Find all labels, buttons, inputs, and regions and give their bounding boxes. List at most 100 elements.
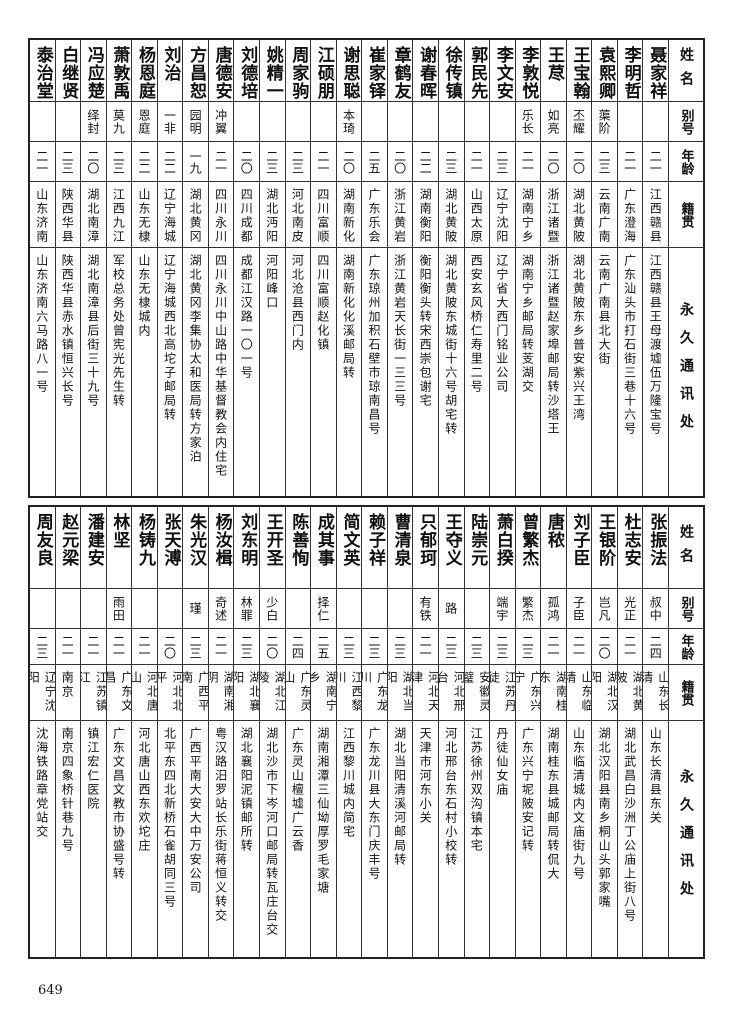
cell-age: 二三 — [234, 629, 259, 665]
cell-alias — [362, 589, 387, 629]
native-text: 河北天津 — [413, 671, 438, 713]
cell-name: 陆崇元 — [464, 507, 490, 589]
name-text: 王开圣 — [262, 513, 283, 567]
cell-alias: 岂凡 — [592, 589, 617, 629]
cell-address: 湖南桂东县城邮局转侃大 — [541, 721, 566, 957]
cell-name: 王银阶 — [592, 507, 617, 589]
age-text: 二〇 — [264, 634, 279, 659]
cell-native: 广东灵山 — [285, 665, 311, 721]
cell-native: 广东乐会 — [362, 182, 387, 248]
cell-alias — [617, 102, 643, 142]
alias-text: 繁杰 — [520, 595, 535, 622]
address-text: 湖北沙市下岑河口邮局转瓦庄台交 — [264, 727, 279, 937]
alias-text: 少白 — [264, 595, 279, 622]
age-text: 二一 — [545, 634, 560, 659]
native-text: 湖南宁乡 — [520, 188, 535, 244]
cell-age: 二三 — [490, 142, 515, 182]
alias-text: 一非 — [162, 108, 177, 135]
cell-name: 赖子祥 — [362, 507, 387, 589]
header-age: 年龄 — [669, 629, 703, 665]
native-text: 四川富顺 — [315, 188, 330, 244]
table-row: 李文安 二三 辽宁沈阳 辽宁省大西门铭业公司 — [489, 40, 515, 496]
cell-name: 唐秾 — [541, 507, 566, 589]
name-text: 周家驹 — [288, 46, 309, 100]
alias-text: 路 — [443, 602, 458, 615]
address-text: 沈海铁路章党站交 — [34, 727, 49, 839]
name-text: 李文安 — [492, 46, 513, 100]
cell-alias: 光正 — [617, 589, 643, 629]
table-row: 郭民先 二一 山西太原 西安玄风桥仁寿里二号 — [463, 40, 490, 496]
age-text: 二三 — [264, 149, 279, 174]
name-text: 杜志安 — [620, 513, 641, 567]
name-text: 王宝翰 — [569, 46, 590, 100]
header-address: 永久通讯处 — [678, 769, 694, 909]
cell-name: 只郁珂 — [413, 507, 438, 589]
cell-native: 湖南宁乡 — [515, 182, 541, 248]
cell-name: 章鹤友 — [387, 40, 413, 102]
cell-address: 镇江宏仁医院 — [81, 721, 106, 957]
header-alias: 别号 — [669, 589, 703, 629]
alias-text: 叔中 — [648, 595, 663, 622]
cell-native: 云南广南 — [592, 182, 617, 248]
table-row: 唐秾 孤鸿 二一 湖南桂东 湖南桂东县城邮局转侃大 — [540, 507, 566, 957]
name-text: 潘建安 — [83, 513, 104, 567]
cell-name: 刘东明 — [234, 507, 259, 589]
table-row: 刘子臣 子臣 二一 山东临清 山东临清城内文庙街九号 — [565, 507, 592, 957]
cell-native: 浙江黄岩 — [387, 182, 413, 248]
cell-alias — [336, 589, 362, 629]
native-text: 江苏丹徒 — [490, 671, 515, 713]
table-row: 张振法 叔中 二四 山东长清 山东长清县东关 — [642, 507, 668, 957]
cell-native: 广东文昌 — [106, 665, 132, 721]
cell-alias: 一非 — [157, 102, 183, 142]
native-text: 四川永川 — [213, 188, 228, 244]
alias-text: 莫九 — [111, 108, 126, 135]
cell-name: 杨铸九 — [132, 507, 157, 589]
age-text: 二一 — [622, 634, 637, 659]
cell-alias: 少白 — [260, 589, 285, 629]
address-text: 浙江黄岩天长街一三三号 — [392, 254, 407, 408]
cell-alias — [464, 589, 490, 629]
address-text: 四川富顺赵化镇 — [315, 254, 330, 352]
native-text: 湖南湘阴 — [208, 671, 234, 713]
age-text: 二三 — [494, 634, 509, 659]
name-text: 崔家铎 — [365, 46, 386, 100]
address-text: 湖北襄阳泥镇邮所转 — [239, 727, 254, 853]
address-text: 湖南宁乡邮局转芰湖交 — [520, 254, 535, 394]
cell-address: 广东文昌文教市协盛号转 — [107, 721, 132, 957]
cell-age: 二三 — [438, 142, 464, 182]
table-row: 周友良 二三 辽宁沈阳 沈海铁路章党站交 — [29, 507, 55, 957]
table-row: 冯应楚 绎封 二〇 湖北南漳 湖北南漳县后街三十九号 — [80, 40, 106, 496]
native-text: 湖北黄陂 — [443, 188, 458, 244]
age-text: 二三 — [239, 634, 254, 659]
cell-alias: 繁杰 — [515, 589, 541, 629]
cell-native: 浙江诸暨 — [541, 182, 566, 248]
alias-text: 冲翼 — [213, 108, 228, 135]
name-text: 周友良 — [32, 513, 53, 567]
cell-address: 云南广南县北大街 — [592, 248, 617, 496]
cell-age: 二三 — [336, 629, 362, 665]
cell-age: 二三 — [106, 142, 132, 182]
cell-alias: 莫九 — [106, 102, 132, 142]
cell-alias: 蕖阶 — [592, 102, 617, 142]
alias-text: 蕖阶 — [597, 108, 612, 135]
age-text: 二三 — [111, 149, 126, 174]
alias-text: 乐长 — [520, 108, 535, 135]
name-text: 白继贤 — [58, 46, 79, 100]
name-text: 萧敦禹 — [109, 46, 130, 100]
cell-age: 二三 — [55, 142, 81, 182]
cell-alias: 择仁 — [311, 589, 336, 629]
cell-age: 一九 — [183, 142, 208, 182]
cell-age: 二二 — [132, 142, 157, 182]
cell-age: 二〇 — [81, 142, 106, 182]
cell-age: 二三 — [490, 629, 515, 665]
cell-alias: 乐长 — [515, 102, 541, 142]
table-row: 李敦悦 乐长 二一 湖南宁乡 湖南宁乡邮局转芰湖交 — [514, 40, 541, 496]
cell-name: 唐德安 — [208, 40, 234, 102]
name-text: 泰治堂 — [32, 46, 53, 100]
name-text: 只郁珂 — [416, 513, 437, 567]
alias-text: 如亮 — [545, 108, 560, 135]
address-text: 广东琼州加积石壁市琼南昌号 — [367, 254, 382, 436]
cell-alias — [413, 102, 438, 142]
native-text: 山东无棣 — [136, 188, 151, 244]
cell-age: 二三 — [438, 629, 464, 665]
